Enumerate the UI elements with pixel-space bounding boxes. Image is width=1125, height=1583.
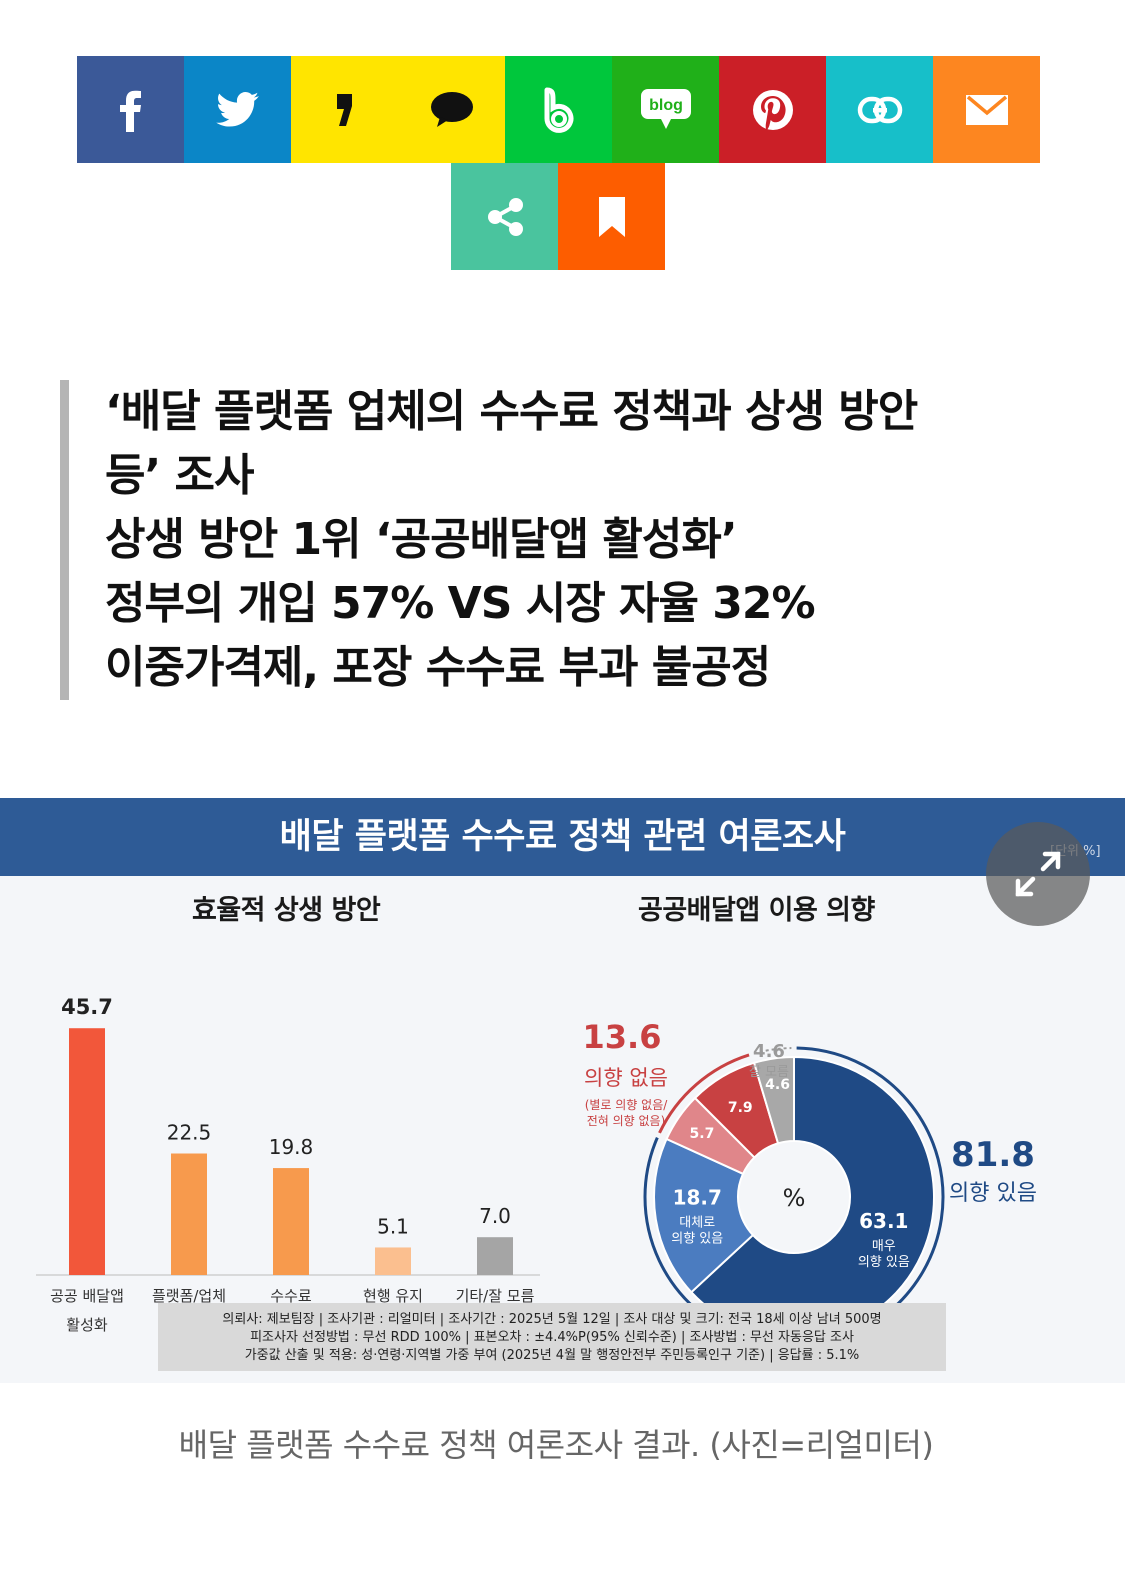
bookmark-button[interactable] bbox=[558, 163, 665, 270]
no-group-arc bbox=[658, 1053, 750, 1134]
yes-total-label: 의향 있음 bbox=[949, 1181, 1037, 1206]
bar-3 bbox=[273, 1168, 309, 1275]
bar-2 bbox=[171, 1153, 207, 1275]
share-facebook-button[interactable] bbox=[77, 56, 184, 163]
naver-blog-icon: blog bbox=[640, 88, 691, 129]
footnote-line: 의뢰사: 제보팀장 | 조사기관 : 리얼미터 | 조사기간 : 2025년 5… bbox=[222, 1312, 882, 1327]
slice-sub-label: 의향 있음 bbox=[858, 1255, 910, 1270]
slice-sub-label: 의향 있음 bbox=[671, 1232, 723, 1247]
share-copy-link-button[interactable] bbox=[826, 56, 933, 163]
infographic-image: 배달 플랫폼 수수료 정책 관련 여론조사 [단위 %] 효율적 상생 방안 공… bbox=[0, 798, 1125, 1383]
subheadline-line: 상생 방안 1위 ‘공공배달앱 활성화’ bbox=[105, 514, 738, 565]
donut-center-label: % bbox=[783, 1184, 806, 1212]
footnote-line: 가중값 산출 및 적용: 성·연령·지역별 가중 부여 (2025년 4월 말 … bbox=[244, 1348, 860, 1363]
bar-value-label: 5.1 bbox=[377, 1214, 409, 1238]
share-naver-blog-button[interactable]: blog bbox=[612, 56, 719, 163]
bar-category-label: 활성화 bbox=[66, 1316, 108, 1334]
share-band-button[interactable] bbox=[505, 56, 612, 163]
slice-value-label: 4.6 bbox=[765, 1077, 790, 1093]
subheadline-line: 이중가격제, 포장 수수료 부과 불공정 bbox=[105, 642, 771, 693]
mail-icon bbox=[965, 94, 1008, 125]
share-twitter-button[interactable] bbox=[184, 56, 291, 163]
slice-value-label: 7.9 bbox=[728, 1100, 753, 1116]
infographic-title: 배달 플랫폼 수수료 정책 관련 여론조사 bbox=[0, 798, 1125, 876]
share-pinterest-button[interactable] bbox=[719, 56, 826, 163]
bookmark-icon bbox=[598, 196, 625, 237]
share-email-button[interactable] bbox=[933, 56, 1040, 163]
footnote-line: 피조사자 선정방법 : 무선 RDD 100% | 표본오차 : ±4.4%P(… bbox=[250, 1330, 854, 1345]
share-more-button[interactable] bbox=[451, 163, 558, 270]
bar-4 bbox=[375, 1247, 411, 1275]
no-total-label: 의향 없음 bbox=[584, 1066, 668, 1090]
kakaostory-icon bbox=[336, 93, 352, 126]
donut-slice-5 bbox=[752, 1055, 795, 1145]
bar-category-label: 공공 배달앱 bbox=[50, 1287, 124, 1305]
donut-slice-2 bbox=[653, 1137, 755, 1294]
subheadline-line: ‘배달 플랫폼 업체의 수수료 정책과 상생 방안 bbox=[105, 386, 918, 437]
bar-value-label: 22.5 bbox=[167, 1121, 212, 1145]
slice-sub-label: 대체로 bbox=[679, 1216, 715, 1231]
bar-category-label: 현행 유지 bbox=[363, 1287, 423, 1305]
bar-value-label: 7.0 bbox=[479, 1204, 511, 1228]
donut-chart-title: 공공배달앱 이용 의향 bbox=[638, 895, 875, 926]
survey-methodology-note: 의뢰사: 제보팀장 | 조사기관 : 리얼미터 | 조사기간 : 2025년 5… bbox=[158, 1303, 946, 1371]
article-subheadline: ‘배달 플랫폼 업체의 수수료 정책과 상생 방안 등’ 조사 상생 방안 1위… bbox=[60, 380, 1105, 700]
facebook-icon bbox=[119, 90, 141, 132]
slice-value-label: 5.7 bbox=[690, 1126, 715, 1142]
no-total-sublabel: (별로 의향 없음/ bbox=[585, 1098, 669, 1112]
share-kakaotalk-button[interactable] bbox=[398, 56, 505, 163]
naver-blog-label: blog bbox=[649, 97, 683, 114]
bar-value-label: 19.8 bbox=[269, 1135, 314, 1159]
bar-5 bbox=[477, 1237, 513, 1275]
slice-value-label: 18.7 bbox=[673, 1186, 722, 1210]
unknown-total-label: 잘 모름 bbox=[749, 1065, 789, 1080]
share-bar: blog bbox=[77, 56, 1040, 163]
image-caption: 배달 플랫폼 수수료 정책 여론조사 결과. (사진=리얼미터) bbox=[178, 1426, 934, 1464]
subheadline-line: 정부의 개입 57% VS 시장 자율 32% bbox=[105, 578, 816, 629]
no-total-sublabel: 전혀 의향 없음) bbox=[587, 1114, 666, 1128]
kakaotalk-icon bbox=[430, 91, 473, 127]
expand-image-button[interactable] bbox=[986, 822, 1090, 926]
bar-category-label: 플랫폼/업체 bbox=[152, 1287, 226, 1305]
slice-value-label: 63.1 bbox=[859, 1209, 908, 1233]
no-total-value: 13.6 bbox=[583, 1018, 662, 1056]
band-icon bbox=[543, 87, 573, 133]
subheadline-line: 등’ 조사 bbox=[105, 450, 254, 501]
twitter-icon bbox=[215, 91, 259, 127]
unknown-group-arc bbox=[753, 1047, 792, 1055]
bar-chart-title: 효율적 상생 방안 bbox=[192, 895, 381, 926]
share-icon bbox=[487, 197, 523, 236]
bar-category-label: 수수료 bbox=[270, 1287, 312, 1305]
unknown-total-value: 4.6 bbox=[753, 1041, 785, 1062]
bar-category-label: 기타/잘 모름 bbox=[456, 1287, 535, 1305]
bar-value-label: 45.7 bbox=[61, 995, 113, 1019]
bar-1 bbox=[69, 1028, 105, 1275]
pinterest-icon bbox=[752, 89, 793, 130]
link-icon bbox=[857, 96, 902, 123]
expand-icon bbox=[1015, 851, 1061, 897]
slice-sub-label: 매우 bbox=[872, 1239, 896, 1254]
share-kakaostory-button[interactable] bbox=[291, 56, 398, 163]
share-bar-row2 bbox=[451, 163, 665, 270]
yes-total-value: 81.8 bbox=[951, 1135, 1035, 1175]
